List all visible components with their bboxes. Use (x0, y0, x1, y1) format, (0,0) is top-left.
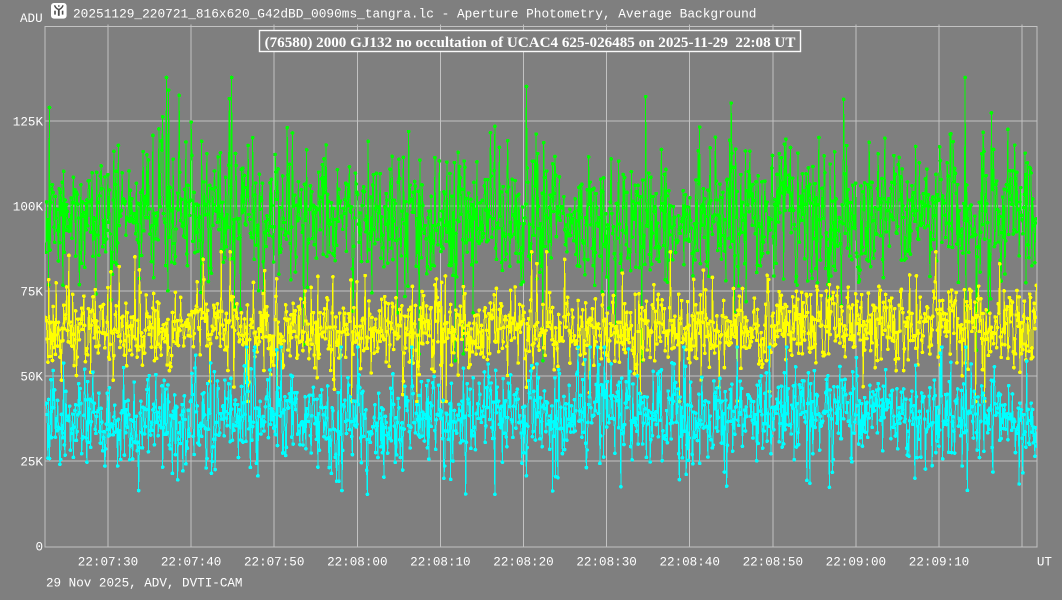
svg-text:22:07:50: 22:07:50 (244, 556, 304, 570)
svg-text:22:07:30: 22:07:30 (78, 556, 138, 570)
svg-text:125K: 125K (13, 115, 44, 129)
svg-text:ADU: ADU (20, 12, 43, 26)
svg-text:22:08:00: 22:08:00 (327, 556, 387, 570)
svg-text:22:09:10: 22:09:10 (909, 556, 969, 570)
svg-text:22:08:30: 22:08:30 (576, 556, 636, 570)
svg-text:22:08:50: 22:08:50 (743, 556, 803, 570)
svg-text:75K: 75K (20, 285, 43, 299)
svg-text:22:07:40: 22:07:40 (161, 556, 221, 570)
svg-text:100K: 100K (13, 200, 44, 214)
svg-text:29 Nov 2025, ADV, DVTI-CAM: 29 Nov 2025, ADV, DVTI-CAM (46, 577, 243, 591)
svg-text:20251129_220721_816x620_G42dBD: 20251129_220721_816x620_G42dBD_0090ms_ta… (73, 7, 756, 22)
svg-text:UT: UT (1037, 556, 1053, 570)
svg-text:0: 0 (35, 540, 43, 554)
svg-text:(76580) 2000 GJ132 no occultat: (76580) 2000 GJ132 no occultation of UCA… (265, 35, 796, 51)
svg-text:50K: 50K (20, 370, 43, 384)
svg-text:22:08:40: 22:08:40 (659, 556, 719, 570)
svg-text:25K: 25K (20, 455, 43, 469)
svg-text:22:08:20: 22:08:20 (493, 556, 553, 570)
svg-text:22:08:10: 22:08:10 (410, 556, 470, 570)
svg-text:22:09:00: 22:09:00 (826, 556, 886, 570)
